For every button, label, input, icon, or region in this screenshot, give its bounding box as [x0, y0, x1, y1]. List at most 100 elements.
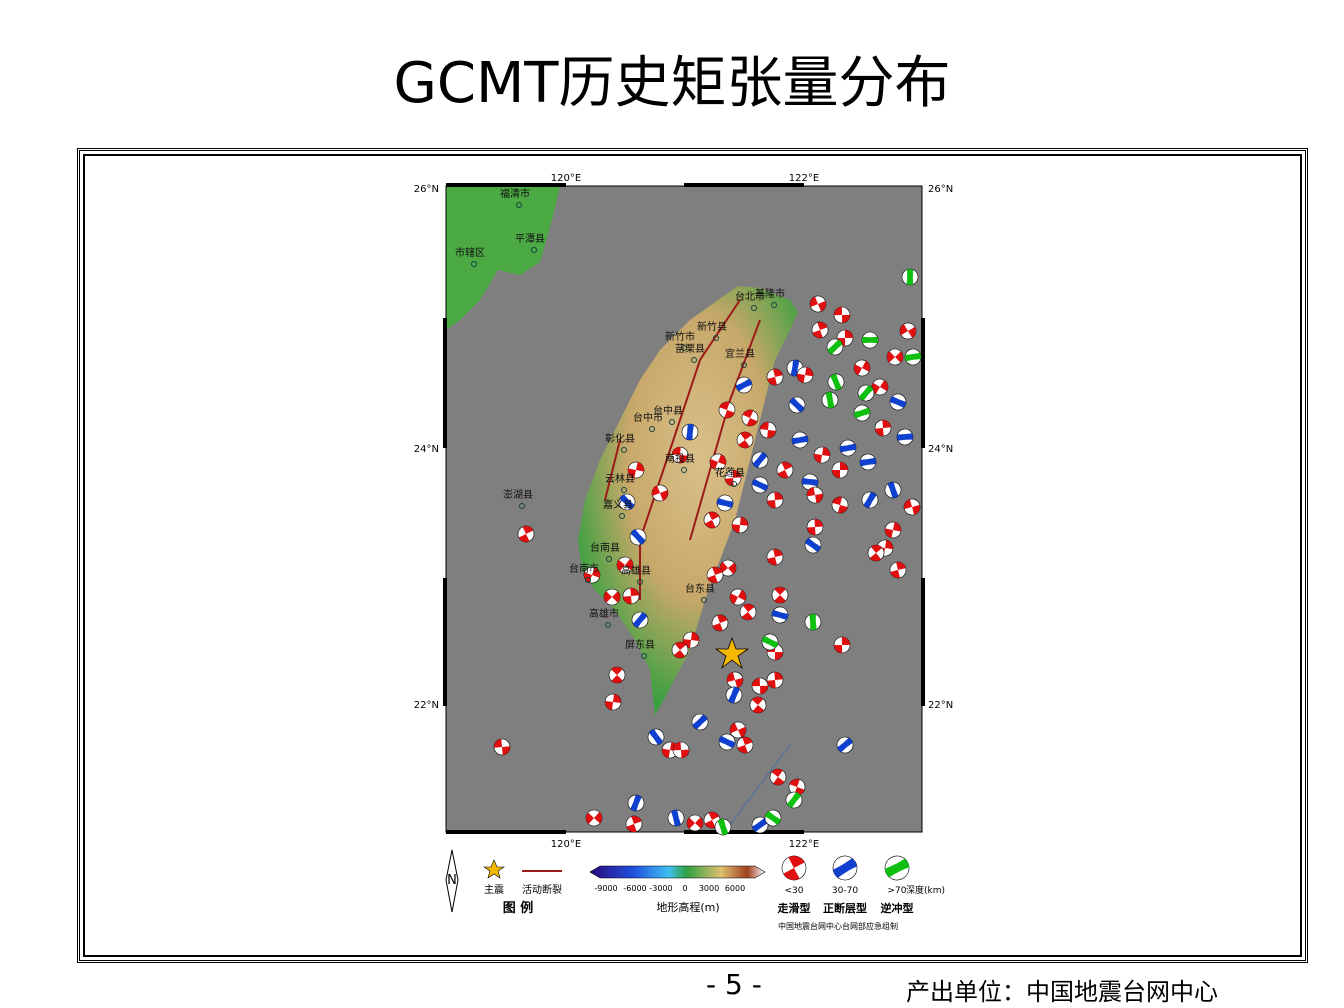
taiwan [578, 286, 798, 715]
beachball [517, 525, 535, 543]
beachball [604, 693, 622, 711]
beachball-quad [786, 792, 802, 808]
place-label: 高雄县 [621, 564, 651, 577]
frame-bar [443, 318, 447, 448]
credit: 产出单位：中国地震台网中心 [906, 978, 1218, 1006]
beachball [801, 473, 819, 491]
frame-bar [921, 578, 925, 706]
beachball [681, 423, 699, 441]
beachball [804, 613, 822, 631]
beachball-quad [628, 462, 644, 478]
place-dot [771, 302, 777, 308]
frame-bar [446, 183, 566, 187]
beachball [831, 461, 849, 479]
legend: N 主震 活动断裂 图 例 地形高程(m) 深度(km) 中国地震台网中心台网部… [445, 849, 945, 931]
beachball-quad [737, 737, 753, 753]
lat-label: 26°N [928, 184, 953, 195]
beachball-quad [683, 632, 699, 648]
legend-fault: 活动断裂 [522, 883, 562, 896]
type-label: 正断层型 [823, 901, 867, 915]
place-dot [691, 357, 697, 363]
beachball [766, 548, 784, 566]
place-dot [641, 653, 647, 659]
beachball [884, 521, 902, 539]
beachball [833, 636, 851, 654]
place-dot [619, 513, 625, 519]
beachball-quad [741, 604, 755, 620]
place-label: 彰化县 [605, 432, 635, 445]
beachball-quad [586, 812, 602, 824]
beachball-quad [626, 816, 642, 832]
beachball-quad [863, 492, 877, 508]
lat-label: 26°N [414, 184, 439, 195]
beachball [731, 516, 749, 534]
frame-ticks [443, 183, 925, 834]
beachball [785, 791, 803, 809]
beachball [766, 368, 784, 386]
beachball [759, 421, 777, 439]
place-dot [621, 487, 627, 493]
beachball [627, 794, 645, 812]
beachball [811, 321, 829, 339]
beachball [861, 491, 879, 509]
beachball-quad [827, 339, 843, 355]
beachball [622, 587, 640, 605]
beachball [859, 453, 877, 471]
place-dot [681, 345, 687, 351]
beachball [764, 809, 782, 827]
beachball [616, 556, 634, 574]
place-dot [741, 362, 747, 368]
beachball [831, 496, 849, 514]
beachball [889, 393, 907, 411]
beachball [791, 431, 809, 449]
beachball-quad [885, 522, 901, 538]
beachball [853, 404, 871, 422]
beachball-quad [802, 478, 818, 486]
type-label: 走滑型 [777, 901, 811, 915]
beachball-quad [761, 635, 779, 649]
beachball-quad [751, 478, 769, 492]
beachball-quad [830, 373, 842, 391]
legend-mainshock: 主震 [484, 884, 504, 896]
beachball [809, 295, 827, 313]
beachball [751, 677, 769, 695]
beachball [735, 376, 753, 394]
beachball-quad [716, 498, 734, 508]
beachball-quad [904, 499, 920, 515]
beachball [718, 401, 736, 419]
beachball [896, 428, 914, 446]
beachball [751, 816, 769, 834]
beachball [651, 484, 669, 502]
beachball-quad [712, 615, 728, 631]
beachball-quad [872, 380, 888, 394]
beachball [585, 809, 603, 827]
beachball-quad [834, 637, 850, 653]
beachball-quad [727, 672, 743, 688]
frame-bar [443, 578, 447, 706]
place-label: 台东县 [685, 582, 715, 595]
lon-label: 120°E [551, 173, 581, 184]
beachball-quad [692, 714, 708, 730]
beachball [703, 511, 721, 529]
beachball-quad [751, 697, 765, 713]
beachball-quad [812, 322, 828, 338]
beachball [686, 814, 704, 832]
colorbar-tick-label: -6000 [623, 884, 646, 893]
place-dot [531, 247, 537, 253]
place-label: 高雄市 [589, 607, 619, 620]
beachball [608, 666, 626, 684]
lat-label: 24°N [414, 444, 439, 455]
beachball [724, 469, 742, 487]
beachball-quad [704, 812, 720, 828]
beachball [711, 614, 729, 632]
beachball [771, 586, 789, 604]
beachball [903, 498, 921, 516]
beachball [736, 736, 754, 754]
beachball [826, 338, 844, 356]
place-dot [585, 577, 591, 583]
beachball [716, 494, 734, 512]
depth-label: 30-70 [832, 886, 858, 896]
beachball-quad [617, 558, 633, 572]
beachball [804, 536, 822, 554]
beachball-quad [652, 485, 668, 501]
